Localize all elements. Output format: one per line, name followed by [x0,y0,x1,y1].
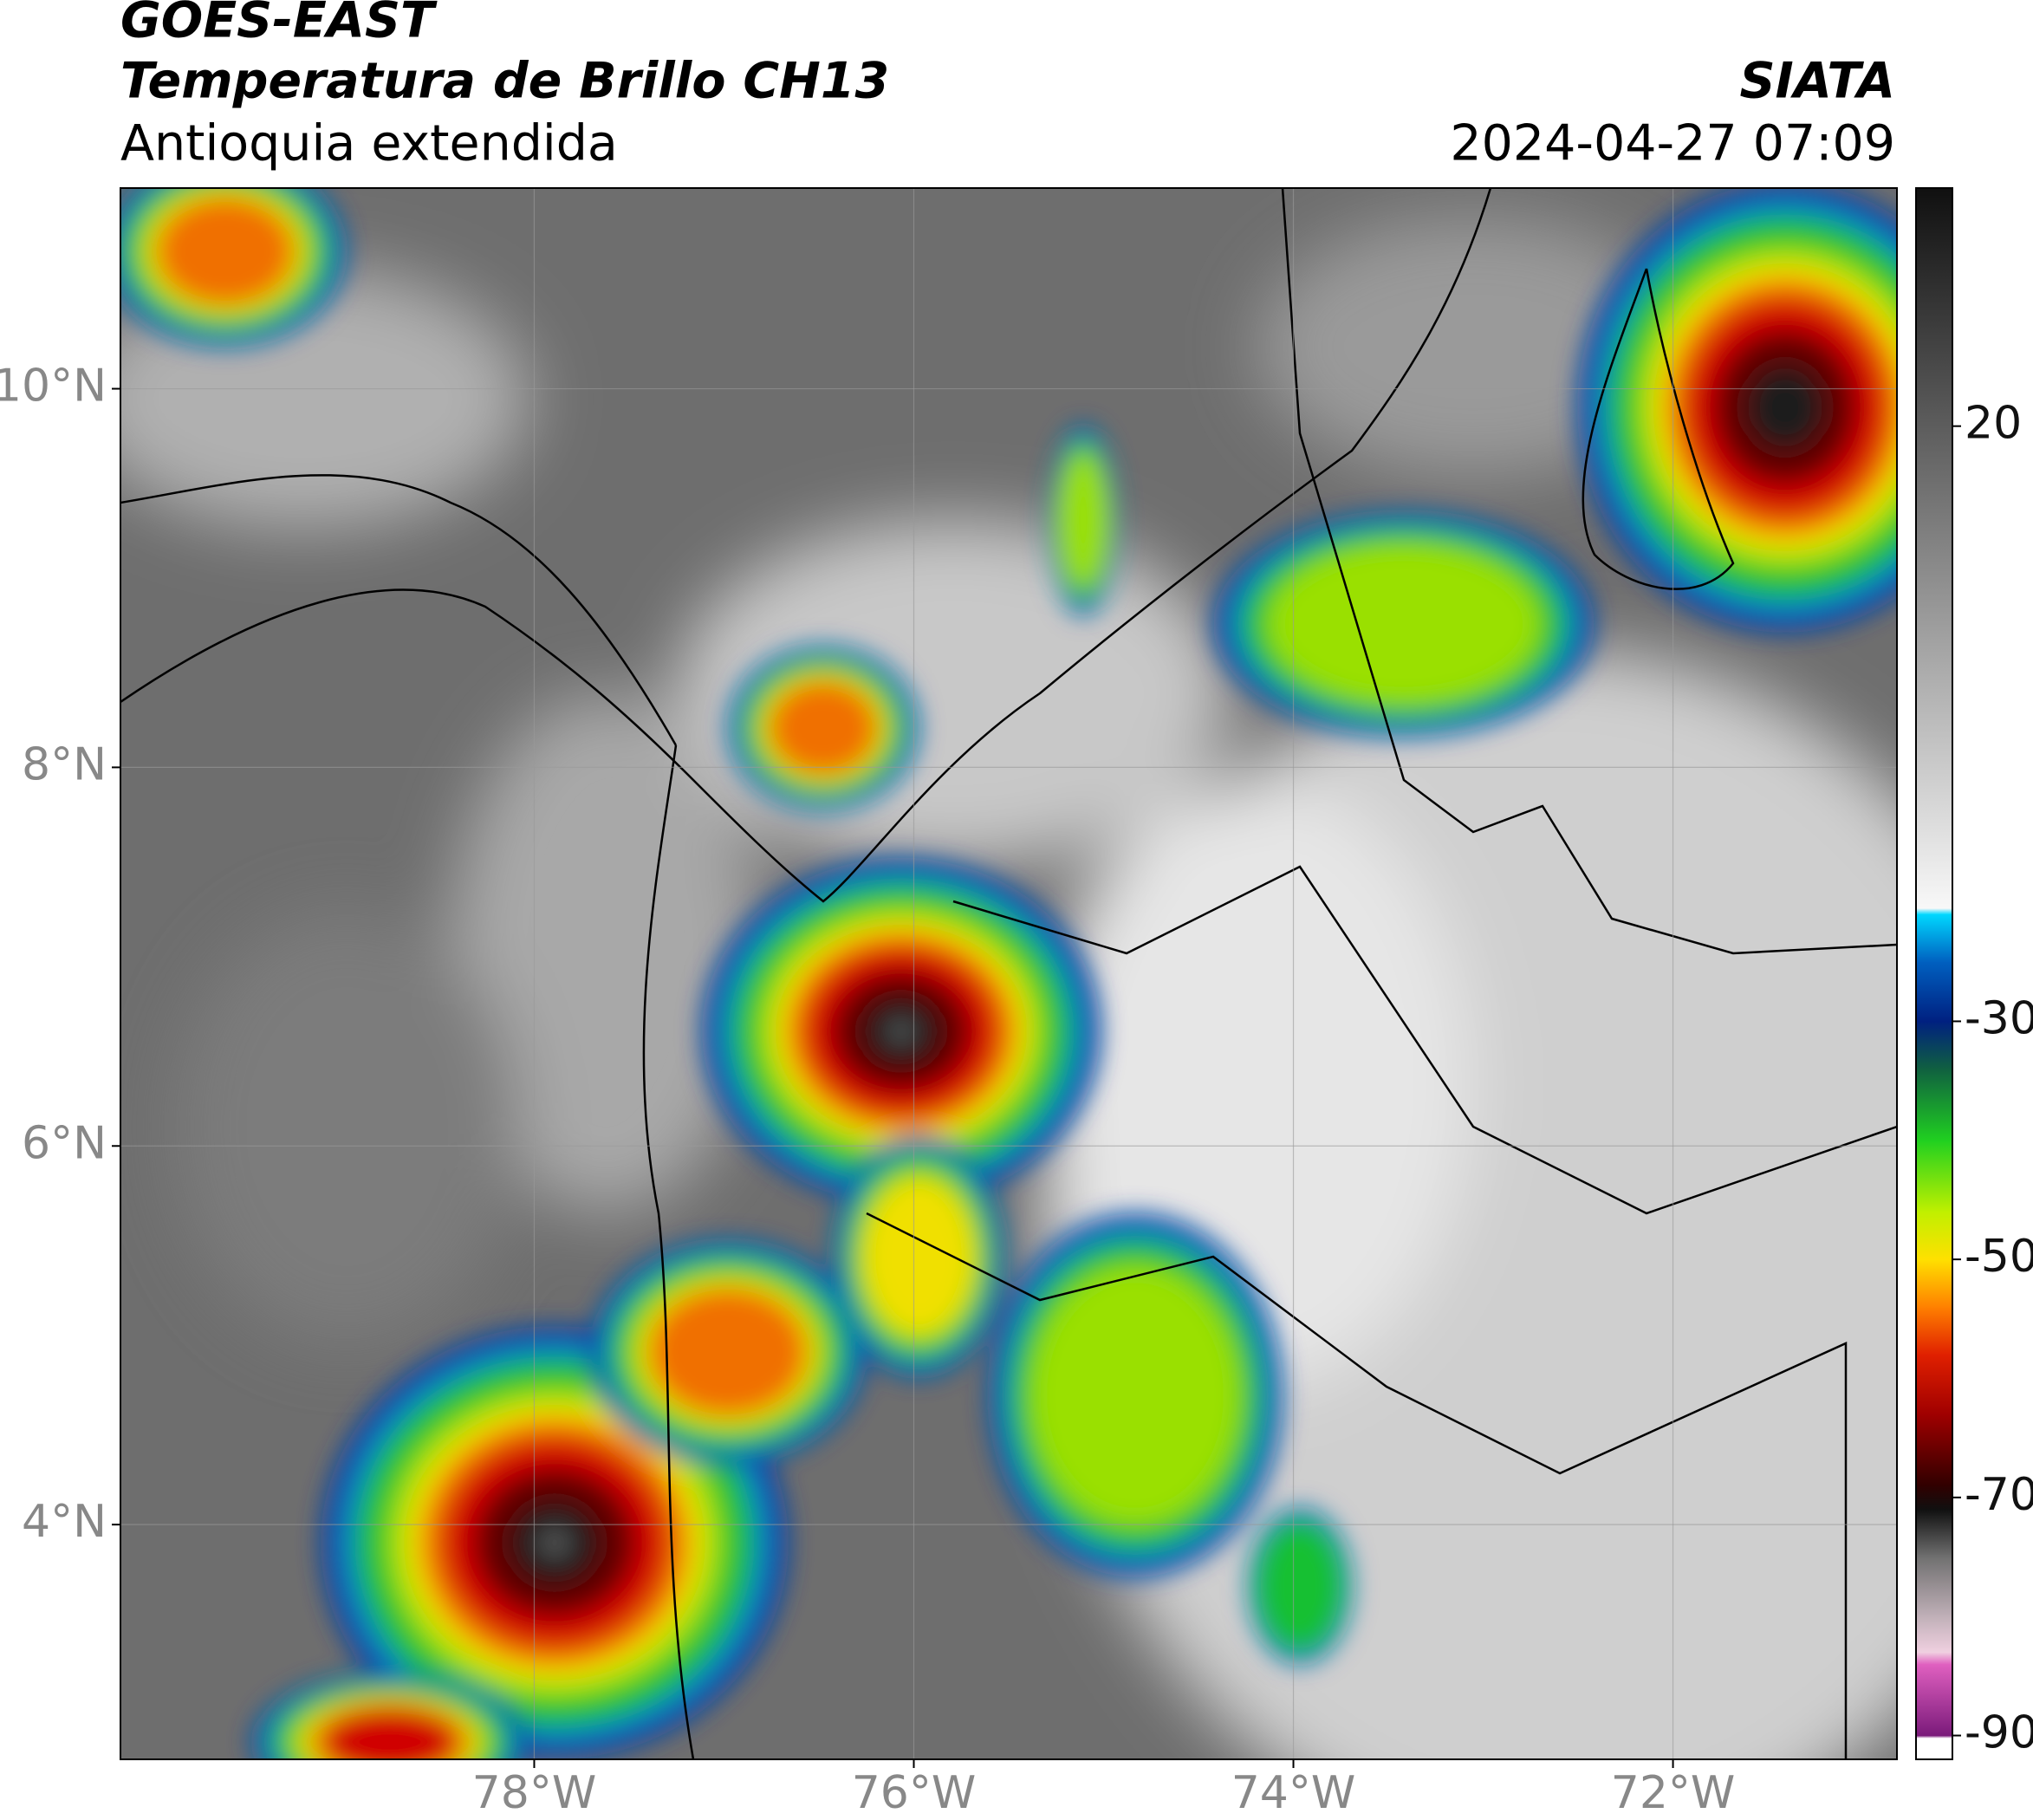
cloud-top [648,1287,808,1417]
colorbar-segment [1916,1069,1952,1141]
border [1281,188,1897,955]
colorbar-segment [1916,1414,1952,1486]
colorbar-segment [1916,1664,1952,1737]
border [1582,268,1735,590]
cloud-top [1747,367,1823,448]
colorbar-segment [1916,913,1952,963]
borders [120,188,1897,1759]
subtitle: Temperatura de Brillo CH13 [120,53,889,110]
cloud-top [156,197,295,306]
colorbar-segment [1916,907,1952,915]
convective-cells [120,188,1897,1759]
title: GOES-EAST [120,0,438,49]
coastline [642,744,695,1759]
cloud-top [1029,1264,1242,1527]
datetime: 2024-04-27 07:09 [1450,115,1895,172]
colorbar-segment [1916,188,1952,909]
region: Antioquia extendida [120,115,618,172]
lon-tick-label: 74°W [1231,1767,1356,1819]
lon-tick-label: 72°W [1611,1767,1736,1819]
coastline [120,474,678,746]
colorbar-tick-label: -90 [1965,1707,2033,1759]
lat-tick-label: 8°N [22,738,107,790]
source: SIATA [1740,53,1896,110]
colorbar-segment [1916,1021,1952,1069]
colorbar-segment [1916,1259,1952,1308]
cloud-top [1058,451,1108,589]
cloud-top [887,1019,916,1043]
colorbar [1916,188,1952,1760]
colorbar-segment [1916,1212,1952,1260]
colorbar-segment [1916,961,1952,1022]
colorbar-segment [1916,1652,1952,1665]
border [866,1212,1848,1759]
lon-tick-label: 76°W [852,1767,977,1819]
colorbar-segment [1916,1738,1952,1760]
colorbar-segment [1916,1735,1952,1739]
lon-tick-label: 78°W [472,1767,597,1819]
colorbar-segment [1916,1616,1952,1653]
colorbar-segment [1916,1355,1952,1415]
map-frame [120,187,1898,1760]
cloud-top [323,1708,457,1759]
cloud-top [1256,1519,1344,1653]
colorbar-segment [1916,1485,1952,1511]
coastline [120,188,1492,903]
colorbar-tick-label: -30 [1965,992,2033,1044]
border [952,865,1897,1215]
lat-tick-label: 6°N [22,1117,107,1169]
graticule [120,188,1897,1759]
colorbar-segment [1916,1509,1952,1558]
colorbar-frame [1915,187,1953,1760]
satellite-image [120,188,1897,1759]
lat-tick-label: 4°N [22,1496,107,1548]
colorbar-tick-label: -70 [1965,1469,2033,1521]
cloud-top [1266,543,1542,705]
lat-tick-label: 10°N [0,361,107,413]
colorbar-segment [1916,1557,1952,1617]
colorbar-segment [1916,1307,1952,1355]
cloud-top [769,680,878,776]
cloud-top [538,1527,571,1558]
colorbar-tick-label: 20 [1965,398,2022,450]
cloud-top [863,1179,974,1335]
colorbar-tick-label: -50 [1965,1231,2033,1283]
colorbar-segment [1916,1140,1952,1212]
